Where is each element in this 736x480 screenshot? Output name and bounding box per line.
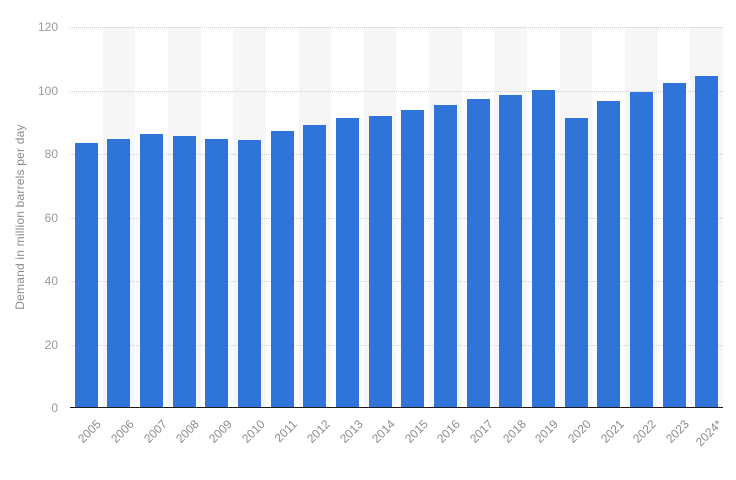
bar-2007[interactable] (140, 134, 164, 407)
x-tick-label-2015: 2015 (401, 417, 431, 446)
gridline-120 (70, 27, 723, 28)
bar-2018[interactable] (499, 95, 523, 407)
gridline-100 (70, 90, 723, 92)
x-tick-label-2023: 2023 (663, 417, 692, 446)
x-tick-label-2024: 2024* (692, 417, 725, 450)
gridline-80 (70, 154, 723, 155)
y-tick-label-80: 80 (44, 147, 58, 161)
bar-2008[interactable] (172, 136, 196, 407)
plot-area (70, 27, 723, 408)
bar-2006[interactable] (107, 139, 131, 407)
x-tick-label-2012: 2012 (303, 417, 333, 446)
x-tick-label-2020: 2020 (565, 417, 594, 446)
gridline-40 (70, 281, 723, 282)
x-tick-label-2010: 2010 (238, 417, 268, 446)
x-tick-label-2014: 2014 (369, 417, 399, 446)
y-tick-label-40: 40 (44, 274, 58, 288)
y-tick-label-100: 100 (37, 83, 58, 98)
bar-2016[interactable] (433, 105, 457, 407)
y-tick-label-0: 0 (51, 401, 58, 415)
bar-2019[interactable] (531, 90, 555, 407)
bar-2013[interactable] (336, 118, 360, 407)
y-tick-label-120: 120 (37, 20, 58, 34)
bar-2020[interactable] (564, 118, 588, 407)
x-tick-label-2008: 2008 (173, 417, 203, 446)
bar-2024[interactable] (695, 76, 719, 407)
bar-2021[interactable] (597, 101, 621, 407)
x-tick-label-2009: 2009 (206, 417, 235, 446)
bar-2005[interactable] (74, 143, 98, 407)
x-tick-label-2017: 2017 (467, 417, 497, 446)
x-tick-label-2005: 2005 (75, 417, 105, 446)
y-tick-label-20: 20 (44, 337, 58, 352)
bar-2012[interactable] (303, 125, 327, 407)
bar-2014[interactable] (368, 116, 392, 407)
gridline-20 (70, 344, 723, 346)
bar-2010[interactable] (238, 140, 262, 407)
bar-2009[interactable] (205, 139, 229, 407)
x-tick-label-2019: 2019 (532, 417, 562, 446)
x-tick-label-2013: 2013 (336, 417, 366, 446)
x-tick-label-2011: 2011 (271, 417, 301, 446)
bar-2011[interactable] (270, 131, 294, 407)
gridline-60 (70, 217, 723, 219)
bar-2023[interactable] (662, 83, 686, 407)
x-tick-label-2022: 2022 (630, 417, 660, 446)
bar-2022[interactable] (629, 92, 653, 407)
x-tick-label-2021: 2021 (597, 417, 627, 446)
y-tick-label-60: 60 (44, 210, 58, 225)
x-tick-label-2018: 2018 (499, 417, 529, 446)
bar-2015[interactable] (401, 110, 425, 407)
bar-2017[interactable] (466, 99, 490, 407)
x-tick-label-2007: 2007 (140, 417, 170, 446)
x-tick-label-2016: 2016 (434, 417, 464, 446)
x-axis-line (70, 407, 723, 408)
x-tick-label-2006: 2006 (108, 417, 137, 446)
